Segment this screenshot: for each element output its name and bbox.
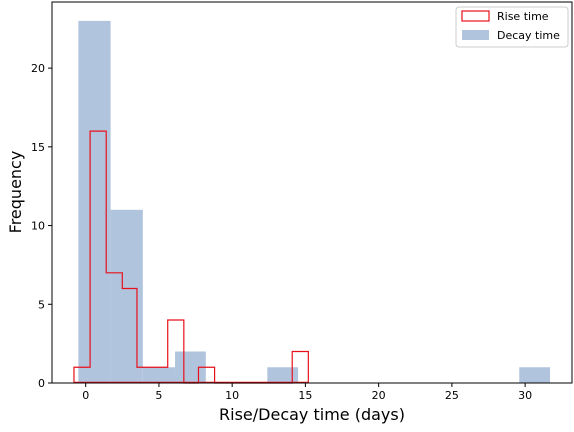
y-tick-label-15: 15 [31,141,45,154]
legend-label-rise-time: Rise time [497,10,549,23]
y-axis-label: Frequency [6,151,25,234]
x-tick-label-10: 10 [225,389,239,402]
x-tick-label-25: 25 [445,389,459,402]
decay-time-bar-0 [78,20,111,384]
plot-frame [51,1,573,384]
y-tick-label-20: 20 [31,62,45,75]
x-tick-label-30: 30 [518,389,532,402]
legend-swatch-decay-time [462,30,489,40]
x-axis: 0 5 10 15 20 25 30 [82,383,532,402]
y-tick-label-10: 10 [31,220,45,233]
decay-time-bar-5 [519,367,551,383]
legend-swatch-rise-time [461,10,490,22]
x-tick-label-5: 5 [155,389,162,402]
y-tick-label-5: 5 [38,298,45,311]
legend-label-decay-time: Decay time [497,29,560,42]
plot-area [73,20,551,384]
decay-time-bar-4 [267,367,299,383]
x-tick-label-0: 0 [82,389,89,402]
decay-time-bar-1 [110,209,143,383]
y-tick-label-0: 0 [38,377,45,390]
y-axis: 0 5 10 15 20 [31,62,52,390]
x-tick-label-20: 20 [372,389,386,402]
legend: Rise time Decay time [455,6,569,48]
x-tick-label-15: 15 [298,389,312,402]
decay-time-bar-2 [142,367,176,383]
x-axis-label: Rise/Decay time (days) [219,405,405,424]
